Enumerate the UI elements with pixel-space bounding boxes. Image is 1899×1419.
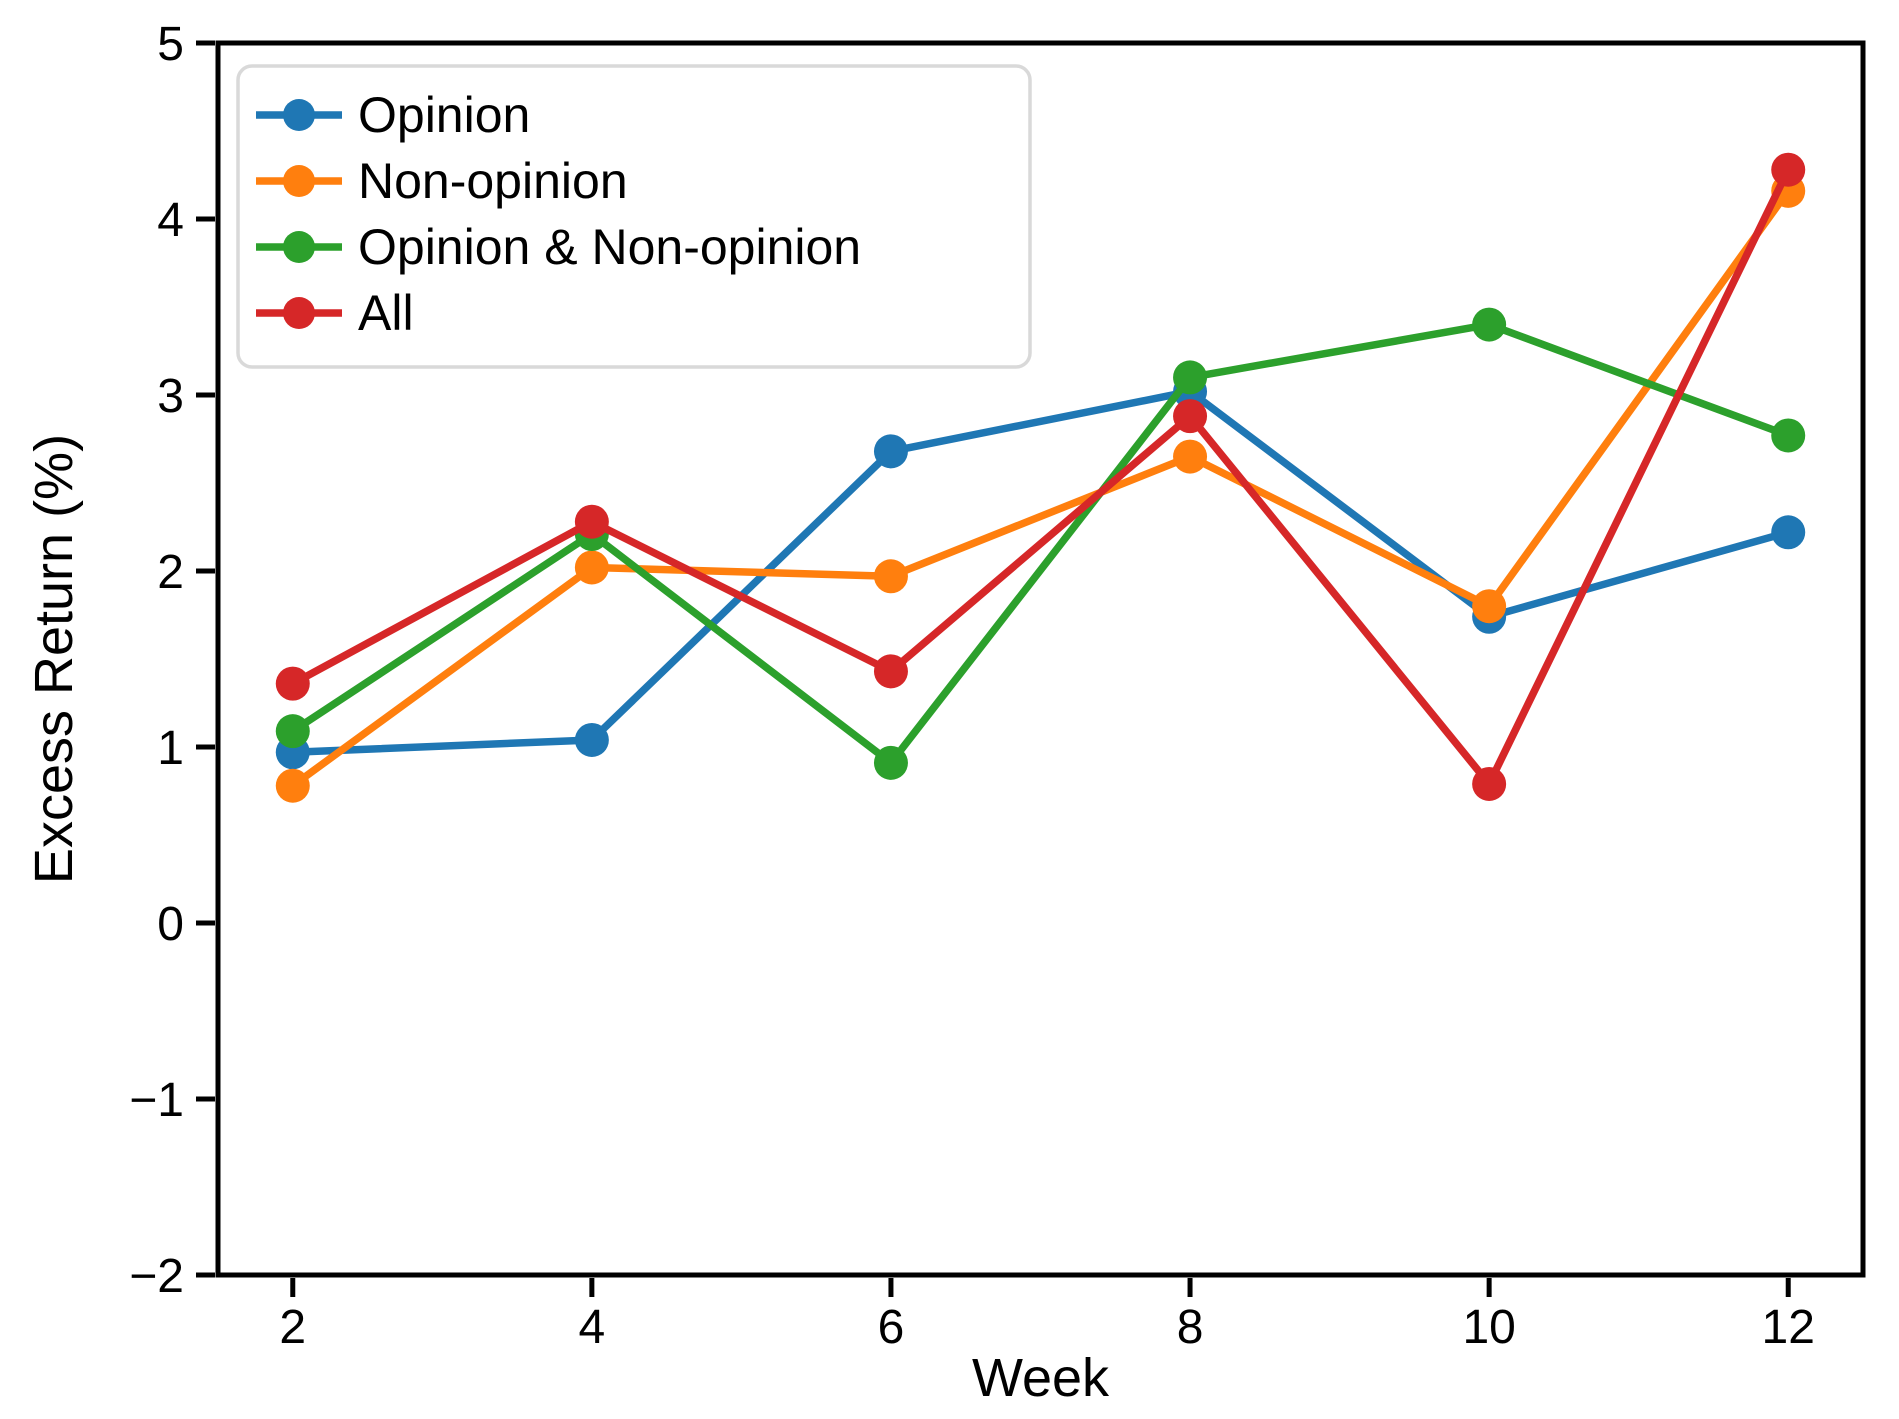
y-tick-label: 5 [157, 18, 184, 71]
data-point-opinion-non-opinion-week-2 [275, 714, 310, 749]
series-line-opinion [292, 387, 1790, 757]
data-point-opinion-non-opinion-week-6 [873, 745, 908, 780]
series-line-opinion-non-opinion [290, 320, 1790, 767]
series-line-non-opinion [290, 188, 1792, 789]
y-tick-label: 3 [157, 370, 184, 423]
series-non-opinion [275, 173, 1806, 803]
legend-marker-icon [283, 99, 315, 131]
data-point-opinion-week-12 [1771, 515, 1806, 550]
legend-item-opinion-non-opinion: Opinion & Non-opinion [256, 219, 861, 275]
plot-border [215, 40, 1866, 1278]
data-point-all-week-10 [1472, 766, 1507, 801]
x-tick-label: 2 [279, 1301, 306, 1354]
x-tick-label: 4 [579, 1301, 606, 1354]
y-tick-label: 2 [157, 546, 184, 599]
data-point-opinion-non-opinion-week-8 [1173, 360, 1208, 395]
data-point-all-week-12 [1771, 152, 1806, 187]
legend: Opinion Non-opinion Opinion & Non-opinion A… [236, 64, 1032, 369]
legend-item-all: All [256, 285, 414, 341]
series-all [275, 152, 1806, 801]
data-point-opinion-non-opinion-week-12 [1771, 418, 1806, 453]
y-tick-label: 0 [157, 898, 184, 951]
legend-box [236, 64, 1032, 369]
data-point-all-week-2 [275, 666, 310, 701]
data-point-non-opinion-week-2 [275, 768, 310, 803]
data-point-all-week-8 [1173, 399, 1208, 434]
data-point-non-opinion-week-6 [873, 559, 908, 594]
data-point-non-opinion-week-8 [1173, 439, 1208, 474]
x-tick-label: 10 [1462, 1301, 1515, 1354]
x-tick-label: 8 [1177, 1301, 1204, 1354]
series-line-all [290, 168, 1792, 788]
data-point-non-opinion-week-10 [1472, 589, 1507, 624]
y-tick-label: 4 [157, 194, 184, 247]
legend-label: Non-opinion [358, 153, 628, 209]
x-tick-label: 6 [878, 1301, 905, 1354]
legend-marker-icon [283, 165, 315, 197]
legend-label: Opinion [358, 87, 530, 143]
data-point-all-week-6 [873, 654, 908, 689]
data-point-all-week-4 [574, 504, 609, 539]
legend-marker-icon [283, 297, 315, 329]
x-tick-label: 12 [1762, 1301, 1815, 1354]
legend-item-non-opinion: Non-opinion [256, 153, 628, 209]
legend-label: Opinion & Non-opinion [358, 219, 861, 275]
x-axis-title: Week [972, 1348, 1110, 1408]
legend-item-opinion: Opinion [256, 87, 530, 143]
y-axis-title: Excess Return (%) [24, 434, 84, 884]
data-point-opinion-non-opinion-week-10 [1472, 307, 1507, 342]
legend-marker-icon [283, 231, 315, 263]
data-point-non-opinion-week-4 [574, 550, 609, 585]
legend-label: All [358, 285, 414, 341]
data-point-opinion-week-4 [574, 722, 609, 757]
y-tick-label: −1 [129, 1074, 184, 1127]
y-tick-label: −2 [129, 1250, 184, 1303]
data-point-opinion-week-6 [873, 434, 908, 469]
y-tick-label: 1 [157, 722, 184, 775]
